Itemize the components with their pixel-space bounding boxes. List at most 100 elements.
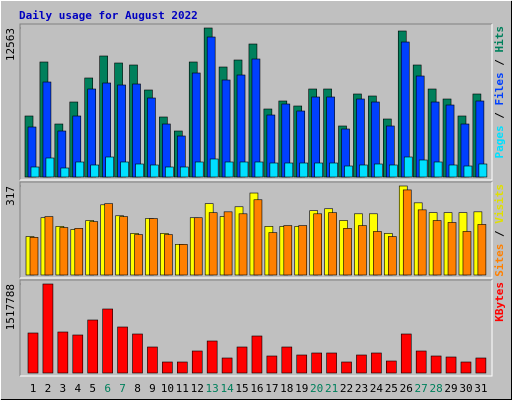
bar xyxy=(329,162,338,178)
bar xyxy=(87,88,97,178)
x-tick-label: 13 xyxy=(206,382,219,395)
bar xyxy=(193,217,203,276)
x-tick-label: 27 xyxy=(415,382,428,395)
bar xyxy=(460,361,472,374)
x-tick-label: 31 xyxy=(474,382,487,395)
bar xyxy=(89,221,99,276)
bar xyxy=(445,356,457,374)
legend: Pages / Files / Hits xyxy=(493,26,506,159)
bar xyxy=(191,350,203,374)
bar xyxy=(44,216,54,276)
bar xyxy=(164,234,173,276)
x-tick-label: 14 xyxy=(220,382,234,395)
panel-edge-light xyxy=(20,24,493,181)
bar xyxy=(403,156,413,178)
bar xyxy=(341,361,352,374)
bar xyxy=(194,161,204,178)
bar xyxy=(105,156,114,178)
bar xyxy=(251,335,263,374)
x-tick-label: 15 xyxy=(235,382,248,395)
bar xyxy=(239,161,249,178)
bar xyxy=(87,319,99,374)
x-tick-label: 6 xyxy=(104,382,111,395)
bar xyxy=(135,163,144,178)
bar xyxy=(283,225,293,276)
bar xyxy=(191,72,201,178)
x-tick-label: 28 xyxy=(429,382,442,395)
bar xyxy=(132,333,143,374)
bar xyxy=(119,216,128,276)
x-tick-label: 19 xyxy=(295,382,308,395)
bar xyxy=(359,164,368,178)
bar xyxy=(432,220,442,276)
bar xyxy=(430,355,442,374)
bar xyxy=(463,165,473,178)
x-tick-label: 4 xyxy=(74,382,81,395)
bar xyxy=(344,165,353,178)
panel-edge-dark xyxy=(19,23,492,180)
x-tick-label: 22 xyxy=(340,382,353,395)
bar xyxy=(223,211,233,276)
bar xyxy=(478,163,488,178)
bar xyxy=(206,340,218,374)
bar xyxy=(266,355,278,374)
x-tick-label: 20 xyxy=(310,382,323,395)
bar xyxy=(74,228,84,276)
x-tick-label: 9 xyxy=(149,382,156,395)
bar xyxy=(477,224,487,276)
bar xyxy=(209,158,219,178)
bar xyxy=(45,157,55,178)
x-tick-label: 12 xyxy=(191,382,204,395)
legend-separator: / xyxy=(493,224,506,244)
bar xyxy=(251,58,261,178)
legend-entry: Pages xyxy=(493,125,506,158)
bar xyxy=(462,231,472,276)
bar xyxy=(206,36,216,178)
bar xyxy=(343,228,352,276)
legend-entry: Hits xyxy=(493,26,506,53)
bar xyxy=(475,357,487,374)
bar xyxy=(72,334,84,374)
legend: Sites / Visits xyxy=(493,184,506,277)
bar xyxy=(373,231,382,276)
x-tick-label: 26 xyxy=(400,382,413,395)
x-tick-label: 18 xyxy=(280,382,293,395)
x-tick-label: 11 xyxy=(176,382,189,395)
bar xyxy=(268,232,278,276)
bar xyxy=(165,166,174,178)
x-tick-label: 21 xyxy=(325,382,338,395)
bar xyxy=(296,354,308,374)
bar xyxy=(75,161,85,178)
panel-edge-light xyxy=(20,182,493,279)
bar xyxy=(149,218,158,276)
x-tick-label: 8 xyxy=(134,382,141,395)
bar xyxy=(162,361,173,374)
x-tick-label: 30 xyxy=(459,382,472,395)
bar xyxy=(417,209,427,276)
bar xyxy=(358,225,367,276)
legend-separator: / xyxy=(493,53,506,73)
bar xyxy=(59,227,69,276)
y-tick-label: 1517788 xyxy=(4,284,17,330)
x-tick-label: 25 xyxy=(385,382,398,395)
bar xyxy=(150,164,159,178)
bar xyxy=(102,308,113,374)
bar xyxy=(388,236,397,276)
bar xyxy=(314,162,323,178)
bar xyxy=(402,189,412,276)
bar xyxy=(433,161,443,178)
bar xyxy=(30,166,40,178)
bar xyxy=(371,352,382,374)
bar xyxy=(389,164,398,178)
legend-entry: Sites xyxy=(493,244,506,277)
bar xyxy=(132,83,141,178)
bar xyxy=(238,213,248,276)
bar xyxy=(60,167,70,178)
bar xyxy=(147,346,158,374)
x-tick-label: 10 xyxy=(161,382,174,395)
bar xyxy=(253,199,263,276)
bar xyxy=(180,166,189,178)
bar xyxy=(134,234,143,276)
bar xyxy=(236,346,248,374)
